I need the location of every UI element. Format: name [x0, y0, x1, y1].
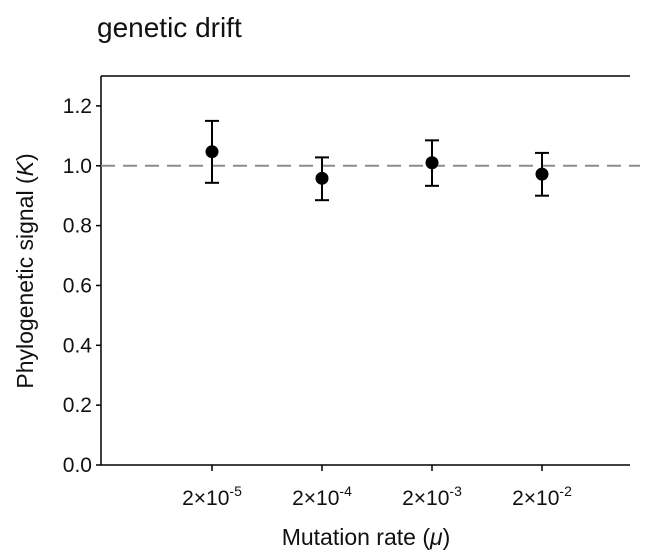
data-point-group	[315, 156, 329, 202]
x-tick-label: 2×10-2	[512, 483, 572, 510]
data-point-group	[535, 151, 549, 197]
y-tick-label: 0.6	[63, 274, 92, 297]
x-axis-label: Mutation rate (μ)	[282, 524, 451, 550]
y-tick-label: 1.0	[63, 155, 92, 178]
y-tick-label: 0.0	[63, 454, 92, 477]
chart-title: genetic drift	[97, 12, 242, 43]
axes	[100, 75, 630, 466]
x-tick-label: 2×10-5	[182, 483, 242, 510]
x-tick-label: 2×10-3	[402, 483, 462, 510]
data-point-group	[205, 119, 219, 184]
points-layer	[205, 119, 549, 202]
data-point	[205, 145, 219, 159]
y-tick-label: 0.4	[63, 334, 93, 357]
data-point-group	[425, 139, 439, 187]
y-tick-label: 1.2	[63, 95, 92, 118]
data-point	[425, 156, 439, 170]
y-axis-label: Phylogenetic signal (K)	[12, 153, 38, 388]
y-tick-label: 0.2	[63, 394, 92, 417]
y-tick-label: 0.8	[63, 215, 92, 238]
data-point	[315, 171, 329, 185]
data-point	[535, 167, 549, 181]
ticks-layer: 0.0 0.2 0.4 0.6 0.8 1.0 1.2 2×10-5 2×10-4 2×10-3 2…	[63, 95, 572, 510]
x-tick-label: 2×10-4	[292, 483, 352, 510]
